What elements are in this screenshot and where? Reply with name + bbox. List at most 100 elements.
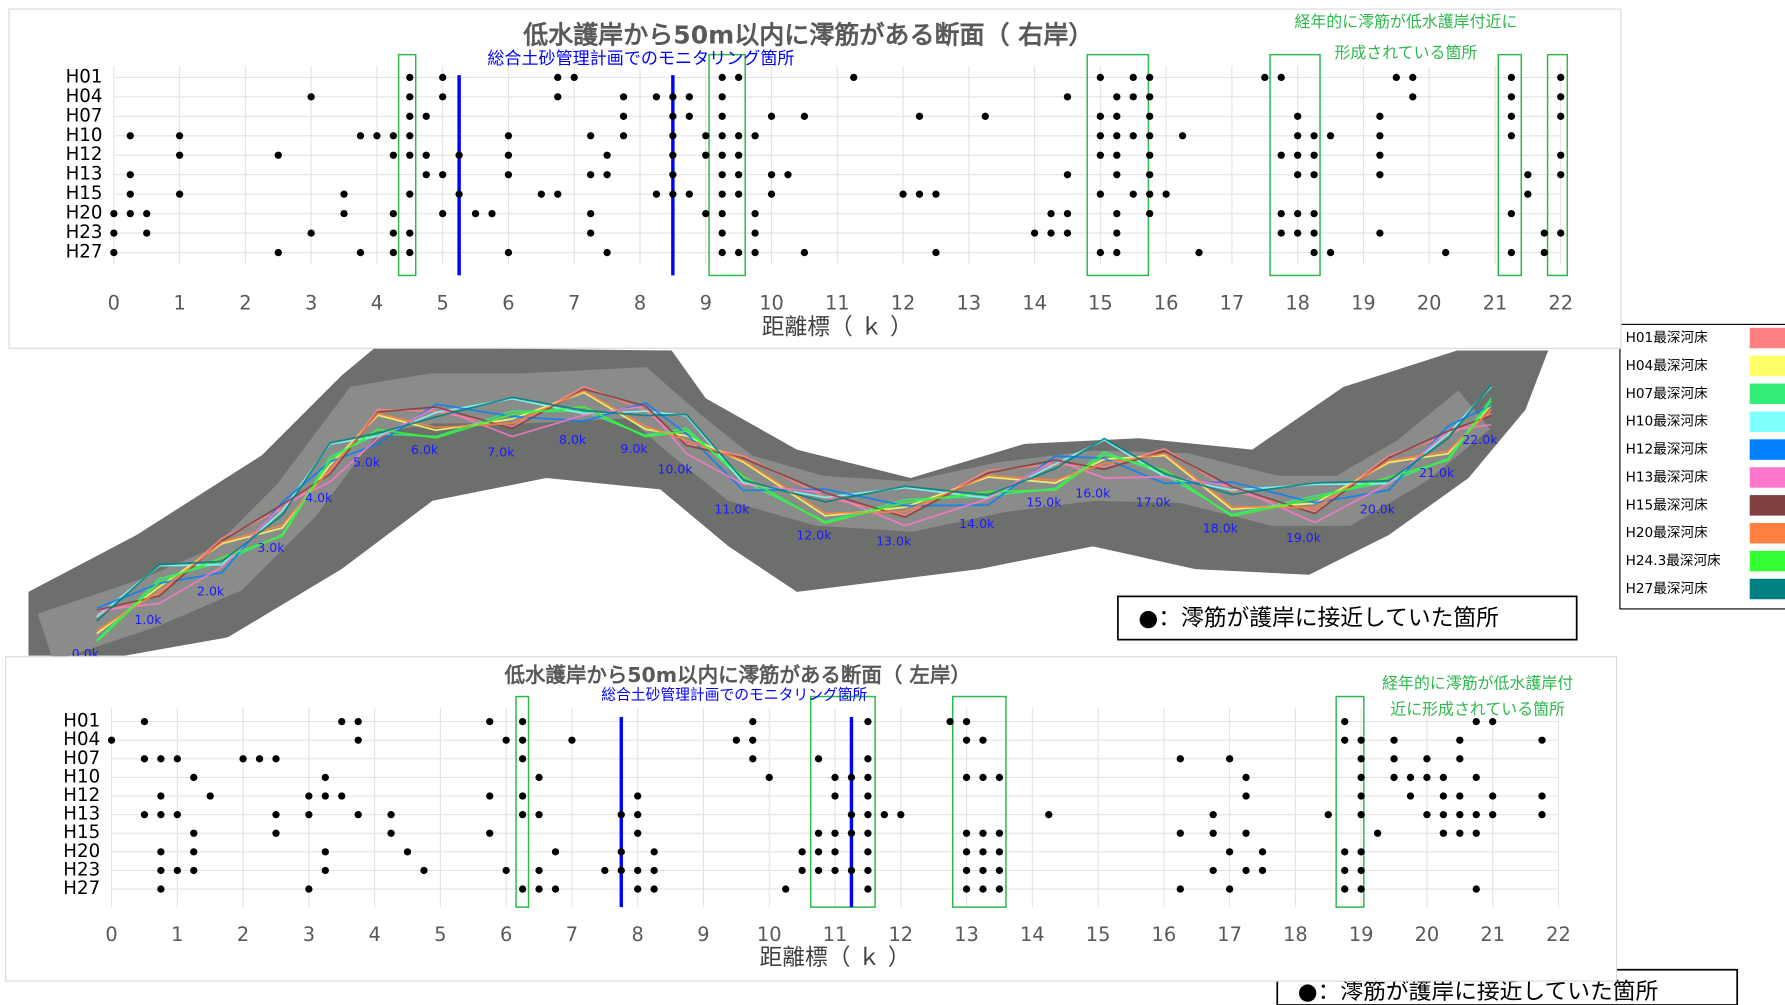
legend-label: H13最深河床	[1626, 469, 1709, 485]
point	[979, 848, 986, 855]
note-text: ●：澪筋が護岸に接近していた箇所	[1138, 606, 1498, 632]
point	[669, 171, 676, 178]
point	[1097, 191, 1104, 198]
point	[1294, 171, 1301, 178]
point	[390, 210, 397, 217]
point	[373, 132, 380, 139]
point	[486, 830, 493, 837]
point	[719, 74, 726, 81]
legend-label: H15最深河床	[1626, 497, 1709, 513]
point	[1294, 132, 1301, 139]
point	[535, 774, 542, 781]
point	[815, 755, 822, 762]
point	[406, 113, 413, 120]
point	[669, 113, 676, 120]
km-label: 17.0k	[1136, 495, 1172, 510]
point	[634, 867, 641, 874]
point	[1097, 132, 1104, 139]
point	[1557, 113, 1564, 120]
point	[831, 830, 838, 837]
legend-label: H04最深河床	[1626, 358, 1709, 374]
point	[272, 830, 279, 837]
point	[406, 74, 413, 81]
point	[1376, 113, 1383, 120]
point	[1456, 830, 1463, 837]
legend-swatch	[1750, 467, 1785, 487]
point	[1179, 132, 1186, 139]
highlight-note: 経年的に澪筋が低水護岸付	[1382, 674, 1573, 693]
point	[1538, 737, 1545, 744]
x-tick-label: 8	[632, 923, 644, 946]
point	[1473, 718, 1480, 725]
y-tick-label: H15	[66, 183, 103, 204]
point	[1294, 210, 1301, 217]
x-tick-label: 12	[888, 923, 913, 946]
point	[207, 792, 214, 799]
point	[1409, 74, 1416, 81]
km-label: 16.0k	[1075, 485, 1111, 500]
x-tick-label: 9	[700, 291, 712, 314]
point	[1113, 210, 1120, 217]
x-axis-label: 距離標（ ｋ ）	[760, 945, 911, 971]
point	[963, 885, 970, 892]
point	[996, 830, 1003, 837]
point	[587, 210, 594, 217]
point	[979, 867, 986, 874]
x-tick-label: 22	[1548, 291, 1573, 314]
point	[979, 774, 986, 781]
point	[406, 229, 413, 236]
point	[719, 152, 726, 159]
x-tick-label: 13	[957, 291, 982, 314]
point	[488, 210, 495, 217]
point	[864, 792, 871, 799]
point	[719, 171, 726, 178]
point	[535, 867, 542, 874]
point	[1210, 811, 1217, 818]
point	[1390, 774, 1397, 781]
point	[157, 867, 164, 874]
point	[1489, 718, 1496, 725]
point	[1294, 152, 1301, 159]
point	[768, 191, 775, 198]
point	[1557, 93, 1564, 100]
point	[338, 718, 345, 725]
point	[305, 885, 312, 892]
point	[1294, 113, 1301, 120]
x-tick-label: 11	[823, 923, 848, 946]
point	[749, 718, 756, 725]
point	[702, 152, 709, 159]
point	[768, 113, 775, 120]
highlight-note: 経年的に澪筋が低水護岸付近に	[1294, 12, 1517, 31]
x-tick-label: 16	[1154, 291, 1179, 314]
point	[1557, 171, 1564, 178]
point	[1097, 113, 1104, 120]
point	[1524, 171, 1531, 178]
point	[620, 93, 627, 100]
point	[1358, 755, 1365, 762]
point	[850, 74, 857, 81]
chart-title: 低水護岸から50m以内に澪筋がある断面（ 右岸）	[522, 20, 1093, 49]
point	[782, 885, 789, 892]
point	[1423, 755, 1430, 762]
legend-label: H12最深河床	[1626, 442, 1709, 458]
km-label: 21.0k	[1419, 465, 1455, 480]
figure: 0.0k1.0k2.0k3.0k4.0k5.0k6.0k7.0k8.0k9.0k…	[0, 0, 1785, 1005]
km-label: 8.0k	[559, 432, 587, 447]
point	[1097, 74, 1104, 81]
point	[751, 132, 758, 139]
point	[1538, 811, 1545, 818]
point	[552, 885, 559, 892]
point	[719, 191, 726, 198]
km-label: 5.0k	[353, 455, 381, 470]
point	[784, 171, 791, 178]
point	[719, 93, 726, 100]
x-tick-label: 10	[757, 923, 782, 946]
point	[815, 848, 822, 855]
point	[1047, 229, 1054, 236]
point	[423, 152, 430, 159]
point	[864, 830, 871, 837]
point	[1242, 792, 1249, 799]
point	[157, 811, 164, 818]
point	[1407, 792, 1414, 799]
km-label: 15.0k	[1026, 495, 1062, 510]
